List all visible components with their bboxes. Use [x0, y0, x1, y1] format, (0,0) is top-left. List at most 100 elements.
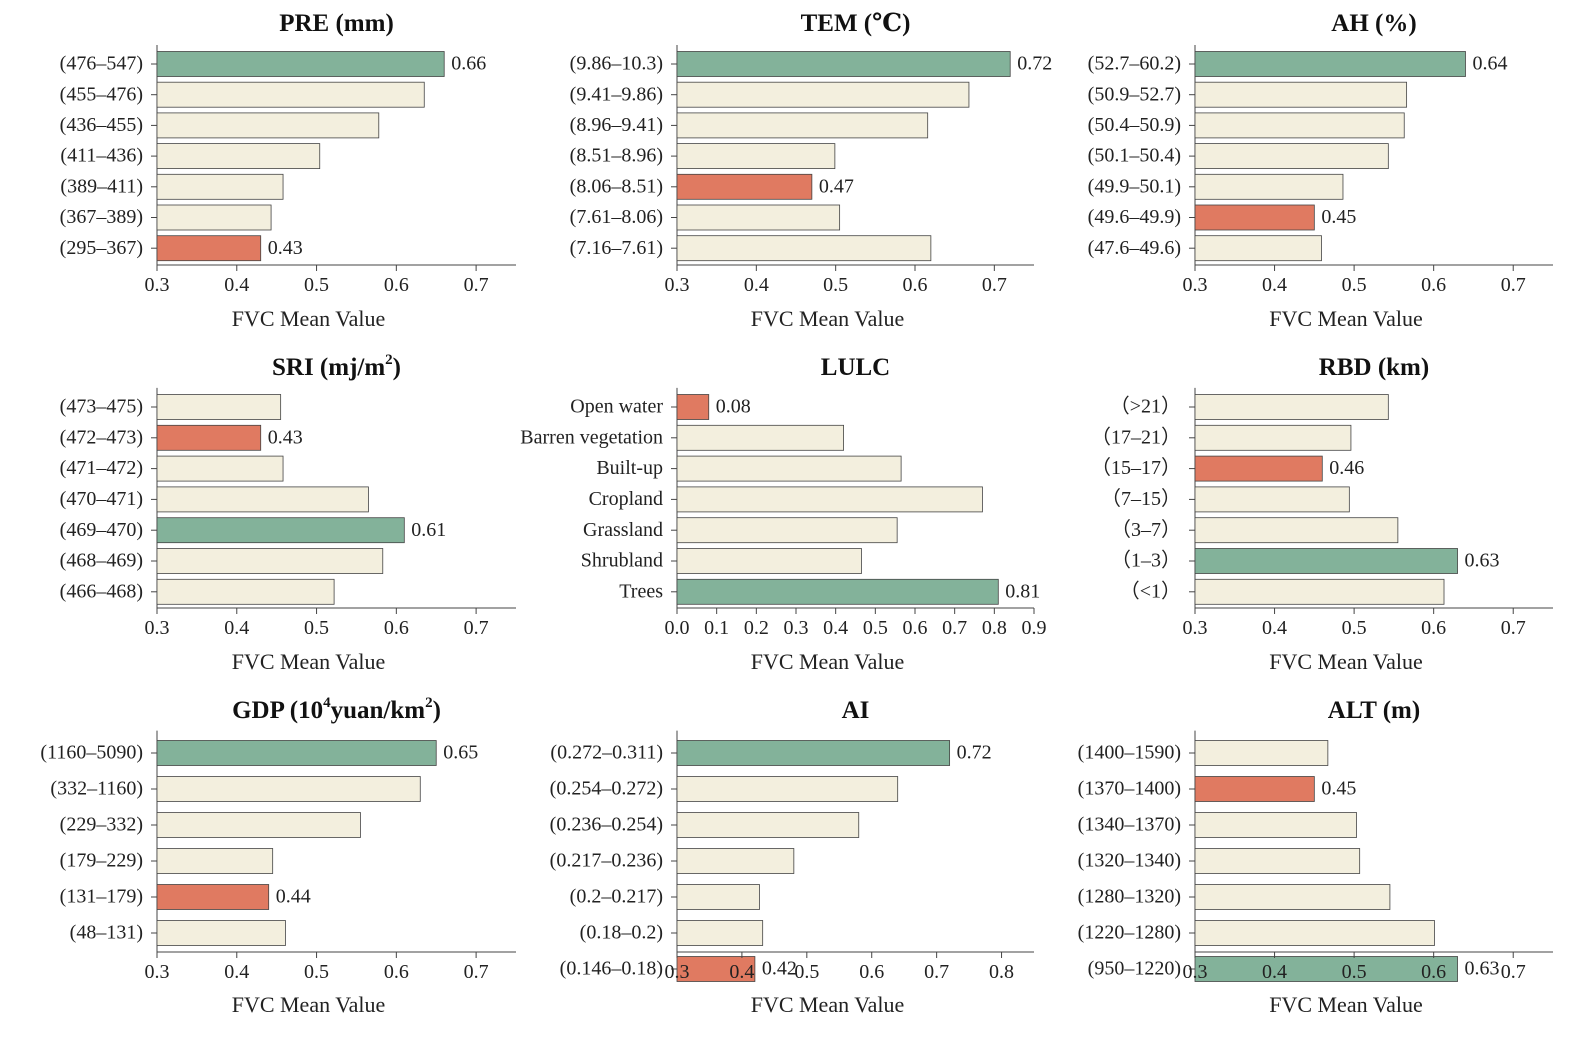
- value-label: 0.46: [1329, 457, 1364, 479]
- title-segment: SRI (mj/m: [272, 354, 385, 381]
- bar-ah-4: [1194, 173, 1344, 200]
- bar-pre-3: [156, 143, 321, 170]
- x-tick-label: 0.8: [989, 961, 1014, 983]
- category-label: Cropland: [589, 488, 663, 510]
- category-label: (1370–1400): [1078, 778, 1181, 800]
- panel-title: ALT (m): [1328, 697, 1420, 724]
- x-tick-label: 0.6: [384, 274, 409, 296]
- x-tick-label: 0.3: [1183, 617, 1208, 639]
- category-label: (0.2–0.217): [570, 886, 663, 908]
- bar-rbd-5: [1194, 548, 1458, 574]
- category-label: Shrubland: [581, 550, 663, 572]
- x-tick-label: 0.6: [384, 617, 409, 639]
- bar-tem-5: [676, 204, 841, 231]
- bar-alt-3: [1194, 848, 1361, 874]
- bar-ah-1: [1194, 81, 1408, 108]
- x-axis-label: FVC Mean Value: [232, 992, 386, 1017]
- x-tick-label: 0.7: [1501, 274, 1526, 296]
- value-label: 0.64: [1472, 53, 1507, 75]
- category-label: (389–411): [60, 175, 143, 197]
- value-label: 0.81: [1005, 580, 1040, 602]
- x-tick-label: 0.4: [1262, 274, 1287, 296]
- x-tick-label: 0.4: [224, 961, 249, 983]
- category-label: (472–473): [60, 426, 143, 448]
- x-tick-label: 0.2: [744, 617, 769, 639]
- panel-title: RBD (km): [1319, 354, 1429, 381]
- category-label: (1280–1320): [1078, 886, 1181, 908]
- bar-ai-1: [676, 776, 899, 802]
- bar-alt-5: [1194, 920, 1435, 946]
- category-label: (50.1–50.4): [1088, 145, 1181, 167]
- panel-title: SRI (mj/m2): [272, 352, 401, 380]
- x-tick-label: 0.7: [464, 961, 489, 983]
- category-label: (1160–5090): [40, 742, 143, 764]
- panel-pre: PRE (mm) (476–547) 0.66 (455–476) (436–455) (…: [60, 10, 516, 331]
- x-axis-label: FVC Mean Value: [232, 649, 386, 674]
- bar-lulc-3: [676, 486, 983, 513]
- category-label: （>21）: [1110, 395, 1181, 418]
- x-tick-label: 0.4: [823, 617, 848, 639]
- bar-pre-0: [156, 51, 445, 77]
- x-tick-label: 0.5: [794, 961, 819, 983]
- bar-rbd-3: [1194, 486, 1350, 513]
- x-axis-label: FVC Mean Value: [751, 306, 905, 331]
- panel-alt: ALT (m) (1400–1590) (1370–1400) 0.45 (1340–1…: [1078, 697, 1553, 1017]
- bar-rbd-4: [1194, 517, 1399, 544]
- bar-sri-3: [156, 486, 369, 513]
- category-label: (8.06–8.51): [570, 175, 663, 197]
- x-tick-label: 0.3: [1183, 961, 1208, 983]
- x-tick-label: 0.3: [145, 617, 170, 639]
- category-label: (1220–1280): [1078, 922, 1181, 944]
- category-label: Open water: [570, 396, 663, 418]
- x-tick-label: 0.4: [729, 961, 754, 983]
- panel-title: PRE (mm): [279, 10, 394, 37]
- category-label: (9.86–10.3): [570, 53, 663, 75]
- bar-pre-1: [156, 81, 425, 108]
- x-tick-label: 0.9: [1022, 617, 1047, 639]
- x-tick-label: 0.4: [224, 617, 249, 639]
- title-segment: GDP (10: [232, 697, 323, 724]
- panel-ai: AI (0.272–0.311) 0.72 (0.254–0.272) (0.236–0…: [550, 697, 1034, 1017]
- value-label: 0.61: [411, 519, 446, 541]
- x-tick-label: 0.4: [744, 274, 769, 296]
- category-label: (50.4–50.9): [1088, 114, 1181, 136]
- title-segment: AH (%): [1331, 10, 1416, 37]
- x-tick-label: 0.7: [982, 274, 1007, 296]
- bar-pre-5: [156, 204, 272, 231]
- title-segment: TEM (℃): [801, 10, 911, 37]
- category-label: （15–17）: [1091, 456, 1181, 479]
- x-tick-label: 0.5: [1342, 617, 1367, 639]
- title-segment: ALT (m): [1328, 697, 1420, 724]
- value-label: 0.08: [716, 396, 751, 418]
- value-label: 0.43: [268, 426, 303, 448]
- x-tick-label: 0.7: [1501, 617, 1526, 639]
- category-label: (455–476): [60, 83, 143, 105]
- bar-pre-6: [156, 235, 262, 262]
- x-tick-label: 0.5: [304, 617, 329, 639]
- bar-gdp-3: [156, 848, 274, 874]
- bar-alt-4: [1194, 884, 1391, 910]
- category-label: Built-up: [596, 457, 663, 479]
- category-label: (47.6–49.6): [1088, 237, 1181, 259]
- bar-rbd-6: [1194, 578, 1445, 605]
- panel-title: GDP (104yuan/km2): [232, 695, 441, 723]
- category-label: （<1）: [1120, 579, 1181, 602]
- bar-rbd-1: [1194, 424, 1352, 451]
- title-segment: ): [433, 697, 441, 724]
- bar-ah-2: [1194, 112, 1405, 139]
- x-tick-label: 0.6: [903, 617, 928, 639]
- category-label: (367–389): [60, 206, 143, 228]
- title-segment: ): [393, 354, 401, 381]
- x-axis-label: FVC Mean Value: [751, 992, 905, 1017]
- category-label: (0.146–0.18): [560, 958, 663, 980]
- bar-ah-6: [1194, 235, 1322, 262]
- bar-alt-0: [1194, 740, 1329, 766]
- category-label: (1400–1590): [1078, 742, 1181, 764]
- panel-title: LULC: [821, 354, 890, 381]
- x-tick-label: 0.8: [982, 617, 1007, 639]
- category-label: (436–455): [60, 114, 143, 136]
- category-label: (8.96–9.41): [570, 114, 663, 136]
- category-label: （7–15）: [1101, 487, 1181, 510]
- x-tick-label: 0.3: [665, 274, 690, 296]
- x-tick-label: 0.6: [1421, 961, 1446, 983]
